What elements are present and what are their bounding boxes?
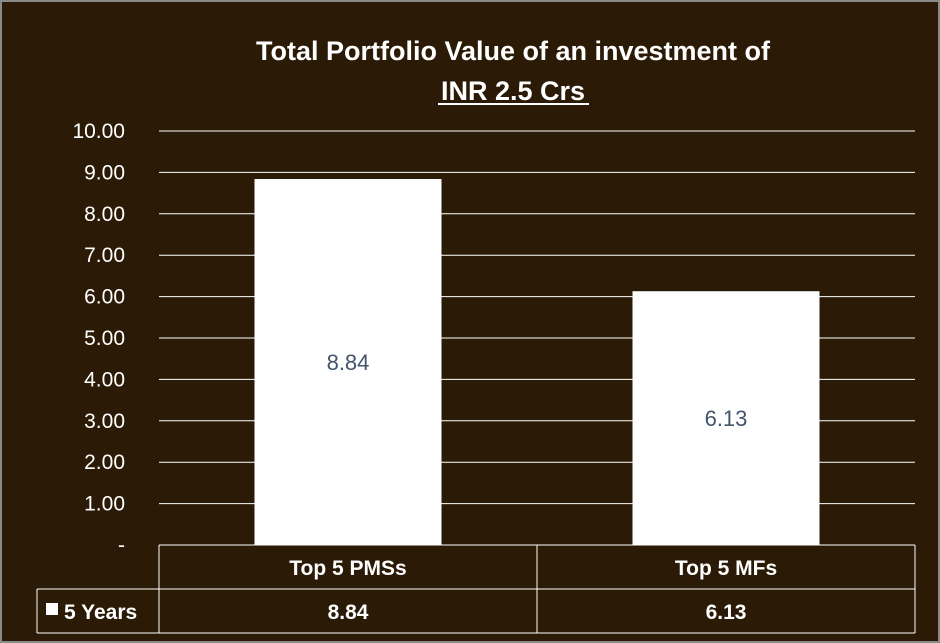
chart-title-line-1: Total Portfolio Value of an investment o… xyxy=(256,36,771,66)
y-tick-label: 3.00 xyxy=(84,410,125,433)
y-tick-label: 10.00 xyxy=(72,120,125,143)
bar xyxy=(254,179,442,546)
y-tick-label: 1.00 xyxy=(84,493,125,516)
category-label: Top 5 MFs xyxy=(675,557,777,580)
y-tick-label: 4.00 xyxy=(84,368,125,391)
legend-key-square xyxy=(46,603,58,615)
y-tick-label: 6.00 xyxy=(84,286,125,309)
chart-title-line-2: INR 2.5 Crs xyxy=(441,76,585,106)
bars: 8.84 6.13 xyxy=(254,179,820,546)
bar-data-label: 6.13 xyxy=(705,406,748,431)
legend-series-label: 5 Years xyxy=(64,601,137,624)
y-tick-label: 7.00 xyxy=(84,244,125,267)
table-value: 6.13 xyxy=(706,601,747,624)
y-tick-label: 9.00 xyxy=(84,161,125,184)
y-tick-label: - xyxy=(118,534,125,557)
category-label: Top 5 PMSs xyxy=(289,557,406,580)
y-axis-ticks: - 1.00 2.00 3.00 4.00 5.00 6.00 7.00 8.00 9.00 10.… xyxy=(72,120,125,557)
table-value: 8.84 xyxy=(328,601,369,624)
bar-data-label: 8.84 xyxy=(327,350,370,375)
y-tick-label: 8.00 xyxy=(84,203,125,226)
y-tick-label: 2.00 xyxy=(84,451,125,474)
bar xyxy=(632,291,820,545)
y-tick-label: 5.00 xyxy=(84,327,125,350)
data-table: Top 5 PMSs 8.84 Top 5 MFs 6.13 5 Years xyxy=(36,544,916,634)
